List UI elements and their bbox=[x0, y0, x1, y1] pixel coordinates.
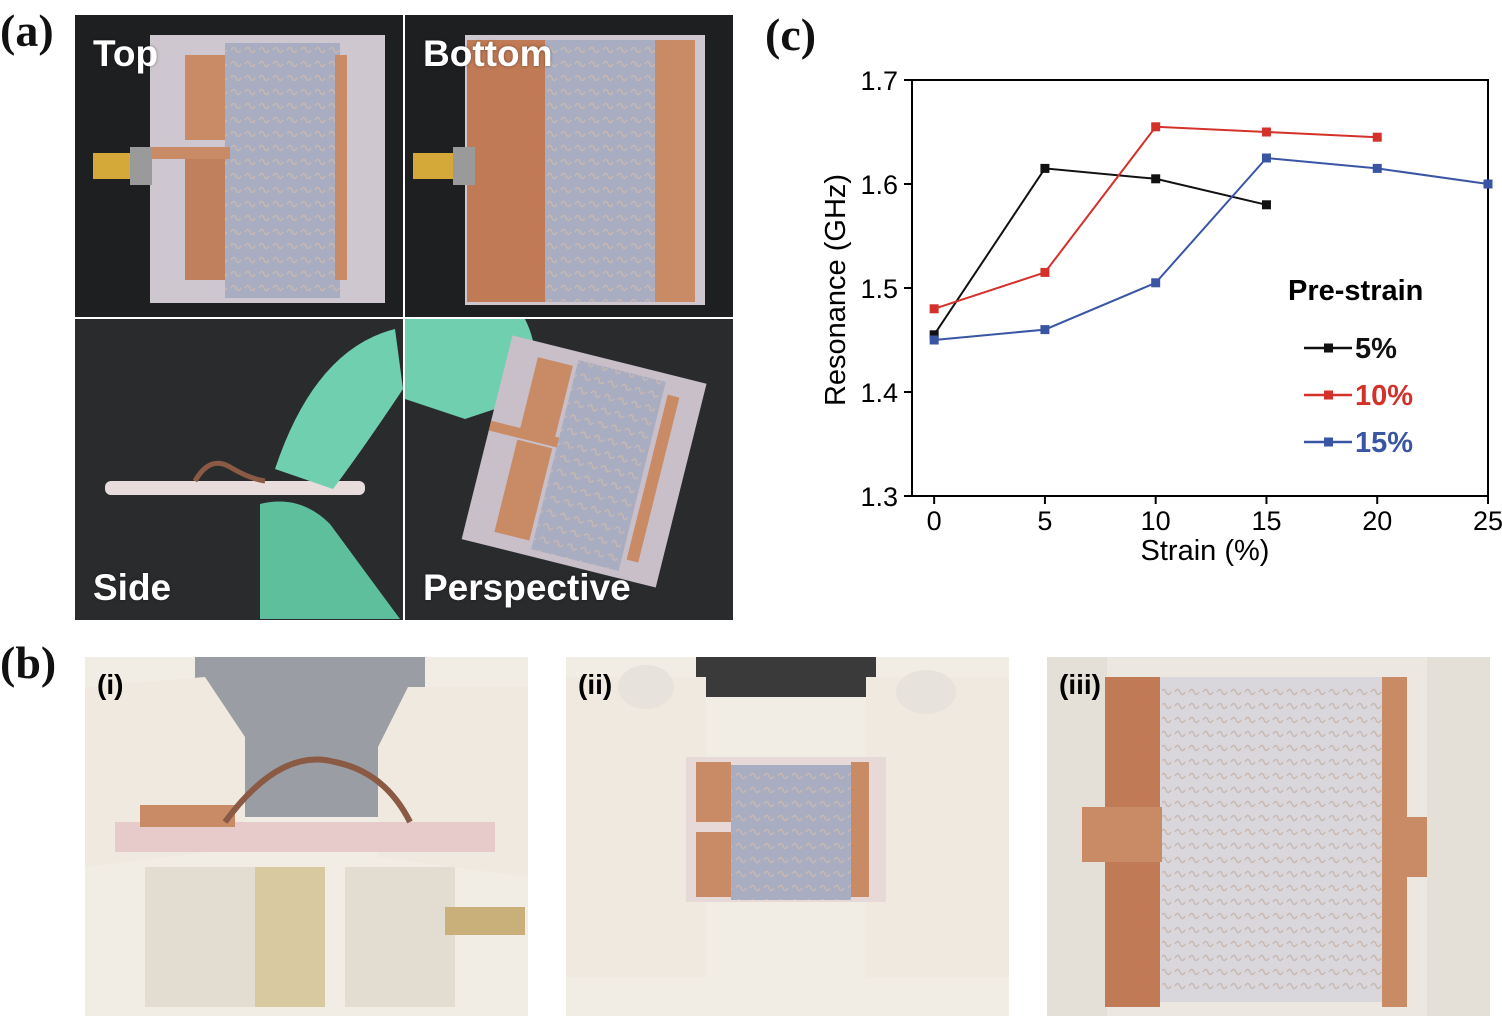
photo-perspective-view: Perspective bbox=[405, 319, 733, 620]
data-point bbox=[1261, 153, 1271, 163]
panel-label-a: (a) bbox=[0, 5, 54, 56]
top-label: Top bbox=[93, 33, 159, 74]
data-point bbox=[1040, 267, 1050, 277]
data-point bbox=[1483, 179, 1493, 189]
data-point bbox=[1151, 122, 1161, 132]
photo-b-iii: (iii) bbox=[1047, 657, 1490, 1016]
photo-b-ii: (ii) bbox=[566, 657, 1009, 1016]
data-point bbox=[1151, 174, 1161, 184]
side-label: Side bbox=[93, 567, 172, 608]
x-axis-label: Strain (%) bbox=[1141, 535, 1270, 567]
photo-side-view: Side bbox=[75, 319, 403, 620]
stretcher-ii-illustration bbox=[566, 657, 1009, 977]
legend-label: 10% bbox=[1355, 380, 1413, 412]
stretcher-i-illustration bbox=[85, 657, 528, 1007]
side-view-illustration bbox=[105, 329, 403, 619]
label-iii: (iii) bbox=[1059, 669, 1101, 700]
panel-label-c: (c) bbox=[765, 9, 817, 60]
data-point bbox=[1151, 278, 1161, 288]
data-point bbox=[1372, 132, 1382, 142]
stretcher-iii-illustration bbox=[1047, 657, 1490, 1016]
legend-title: Pre-strain bbox=[1288, 275, 1423, 307]
y-tick-label: 1.3 bbox=[860, 482, 898, 512]
panel-a-photo-grid: Top Bottom Side bbox=[75, 15, 733, 620]
photo-b-i: (i) bbox=[85, 657, 528, 1016]
top-view-illustration bbox=[93, 35, 385, 303]
legend-label: 5% bbox=[1355, 333, 1397, 365]
data-point bbox=[1261, 127, 1271, 137]
x-tick-label: 5 bbox=[1037, 506, 1052, 536]
y-tick-label: 1.4 bbox=[860, 378, 898, 408]
legend-label: 15% bbox=[1355, 427, 1413, 459]
photo-bottom-view: Bottom bbox=[405, 15, 733, 317]
x-tick-label: 20 bbox=[1362, 506, 1392, 536]
chart-series bbox=[929, 122, 1493, 345]
x-tick-label: 25 bbox=[1473, 506, 1502, 536]
bottom-view-illustration bbox=[413, 35, 705, 305]
perspective-label: Perspective bbox=[423, 567, 631, 608]
legend-marker bbox=[1324, 390, 1333, 400]
photo-top-view: Top bbox=[75, 15, 403, 317]
series-line bbox=[934, 156, 1489, 341]
legend-marker bbox=[1324, 343, 1333, 353]
y-tick-label: 1.5 bbox=[860, 274, 898, 304]
data-point bbox=[1372, 163, 1382, 173]
series-line bbox=[933, 167, 1267, 336]
x-tick-label: 10 bbox=[1141, 506, 1171, 536]
x-tick-label: 15 bbox=[1251, 506, 1281, 536]
data-point bbox=[929, 335, 939, 345]
bottom-label: Bottom bbox=[423, 33, 553, 74]
x-tick-label: 0 bbox=[927, 506, 942, 536]
data-point bbox=[1040, 163, 1050, 173]
y-tick-label: 1.7 bbox=[860, 66, 898, 96]
data-point bbox=[929, 330, 939, 340]
data-point bbox=[929, 304, 939, 314]
chart-axes: 0 5 10 15 20 25 1.3 1.4 1.5 1.6 1.7 bbox=[860, 66, 1502, 536]
legend-entries: 5% 10% 15% bbox=[1304, 333, 1413, 459]
label-i: (i) bbox=[97, 669, 124, 700]
perspective-view-illustration bbox=[405, 319, 707, 588]
legend-marker bbox=[1324, 437, 1333, 447]
label-ii: (ii) bbox=[578, 669, 613, 700]
y-tick-label: 1.6 bbox=[860, 170, 898, 200]
data-point bbox=[1040, 325, 1050, 335]
resonance-vs-strain-chart: 0 5 10 15 20 25 1.3 1.4 1.5 1.6 1.7 Resonance (GHz… bbox=[820, 66, 1502, 567]
legend: Pre-strain 5% 10% 15% bbox=[1288, 275, 1423, 459]
y-axis-label: Resonance (GHz) bbox=[820, 174, 852, 406]
data-point bbox=[1261, 200, 1271, 210]
panel-label-b: (b) bbox=[0, 637, 57, 688]
